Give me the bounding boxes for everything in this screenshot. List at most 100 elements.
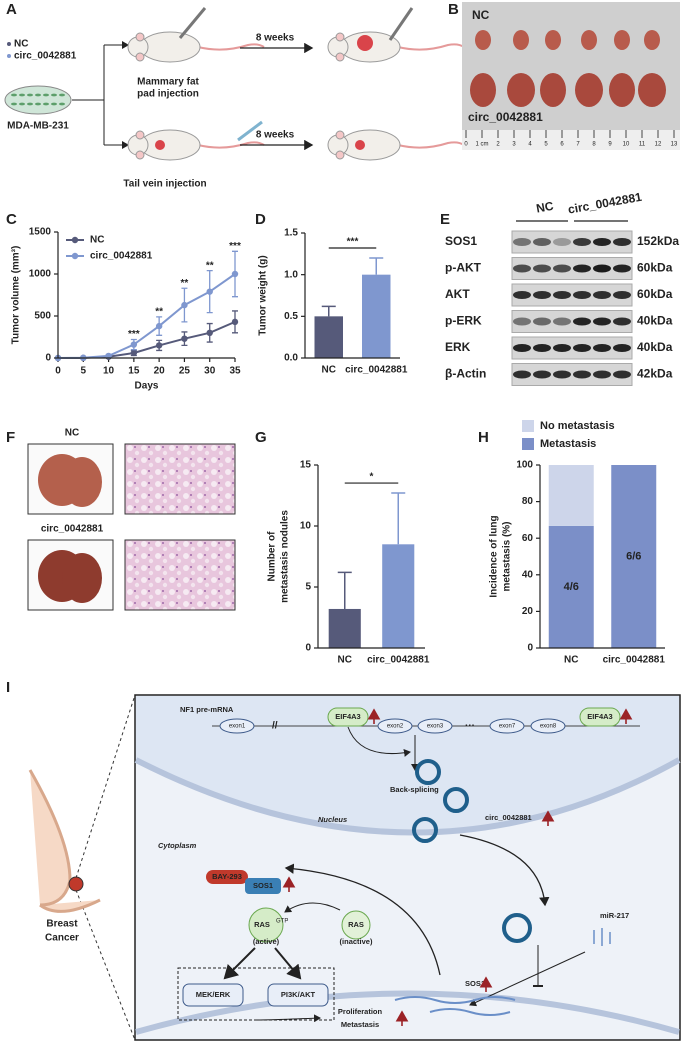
- callout: [75, 694, 136, 1041]
- mouse-ear: [135, 130, 145, 140]
- panel-letter: E: [440, 211, 450, 228]
- y-tick-label: 500: [34, 311, 51, 322]
- syringe: [237, 120, 263, 142]
- protein-label: SOS1: [445, 234, 477, 248]
- y-tick-label: 60: [522, 533, 534, 544]
- point: [231, 270, 239, 278]
- arrow: [284, 902, 341, 913]
- significance: **: [155, 306, 163, 317]
- label: Back-splicing: [390, 785, 439, 794]
- time-label: 8 weeks: [256, 33, 295, 44]
- tumor-nc: [581, 30, 597, 50]
- legend-label: Metastasis: [540, 438, 596, 450]
- injection-label: Tail vein injection: [123, 179, 206, 190]
- exon: [417, 718, 453, 734]
- blot: [511, 336, 633, 360]
- region-label: Cytoplasm: [158, 841, 197, 850]
- y-tick-label: 0.0: [284, 353, 298, 364]
- break: //: [272, 721, 278, 732]
- error-bar: [369, 257, 384, 275]
- point: [206, 288, 213, 295]
- x-tick-label: 30: [204, 366, 216, 377]
- blot: [511, 230, 633, 254]
- point: [206, 329, 213, 336]
- band: [513, 264, 531, 273]
- label: (inactive): [340, 937, 373, 946]
- protein-label: SOS1: [253, 881, 273, 890]
- band: [533, 317, 551, 326]
- band: [513, 344, 531, 352]
- cell: [27, 102, 33, 106]
- y-tick-label: 0: [527, 643, 533, 654]
- error-bar: [337, 571, 352, 609]
- y-tick-label: 0.5: [284, 311, 298, 322]
- panel-letter: A: [6, 1, 17, 18]
- band: [593, 370, 611, 379]
- exon-label: exon2: [387, 724, 404, 730]
- ruler-label: 13: [671, 142, 678, 148]
- region-label: Nucleus: [318, 815, 347, 824]
- panel-letter: D: [255, 211, 266, 228]
- band: [553, 291, 571, 299]
- panel-letter: H: [478, 429, 489, 446]
- exon-label: exon1: [229, 724, 246, 730]
- y-axis-title: Tumor volume (mm³): [11, 246, 22, 345]
- ruler: [462, 130, 680, 150]
- exon: [219, 718, 255, 734]
- tumor-nc: [545, 30, 561, 50]
- cell: [51, 102, 57, 106]
- y-axis-title: metastasis nodules: [280, 510, 291, 603]
- protein-label: RAS: [348, 920, 364, 929]
- branch: [72, 45, 105, 145]
- arrow: [284, 863, 441, 976]
- x-tick-label: circ_0042881: [345, 365, 408, 376]
- ruler-label: 2: [496, 142, 500, 148]
- cell: [51, 93, 57, 97]
- error-bar: [321, 305, 336, 317]
- y-tick-label: 1000: [29, 269, 52, 280]
- point: [130, 349, 138, 357]
- size-label: 42kDa: [637, 367, 673, 381]
- y-tick-label: 1.5: [284, 228, 298, 239]
- mouse-tail: [197, 141, 265, 149]
- point: [155, 342, 163, 349]
- panel-letter: F: [6, 429, 15, 446]
- band: [593, 291, 611, 299]
- injection-label: Mammary fat: [137, 77, 199, 88]
- tumor: [357, 35, 373, 51]
- tumor: [68, 876, 84, 892]
- cell: [27, 93, 33, 97]
- cell: [35, 93, 41, 97]
- exon: [377, 718, 413, 734]
- tumor: [155, 140, 165, 150]
- arrow: [223, 947, 256, 980]
- band: [573, 317, 591, 326]
- label: circ_0042881: [485, 813, 532, 822]
- x-tick-label: 10: [103, 366, 115, 377]
- panel-letter: I: [6, 679, 10, 696]
- size-label: 60kDa: [637, 287, 673, 301]
- cell-membrane: [135, 990, 680, 1035]
- y-axis-title: metastasis (%): [502, 521, 513, 591]
- protein-label: AKT: [445, 287, 470, 301]
- protein-label: SOS1: [465, 979, 485, 988]
- legend-label: circ_0042881: [90, 251, 153, 262]
- legend-marker: [71, 236, 79, 244]
- protein-state: GTP: [276, 919, 288, 925]
- x-tick-label: 5: [81, 366, 87, 377]
- cell: [35, 102, 41, 106]
- significance: ***: [128, 329, 140, 340]
- legend-dot: [7, 54, 11, 58]
- label: NF1 pre-mRNA: [180, 705, 234, 714]
- mouse-ear: [335, 150, 345, 160]
- y-axis-title: Number of: [267, 531, 278, 582]
- legend-swatch: [522, 420, 534, 432]
- legend-marker: [71, 252, 79, 260]
- cell-line-label: MDA-MB-231: [7, 121, 69, 132]
- protein-label: ERK: [445, 340, 471, 354]
- y-tick-label: 1.0: [284, 269, 298, 280]
- exon-label: exon8: [540, 724, 557, 730]
- group-label: circ_0042881: [468, 110, 543, 124]
- band: [553, 317, 571, 326]
